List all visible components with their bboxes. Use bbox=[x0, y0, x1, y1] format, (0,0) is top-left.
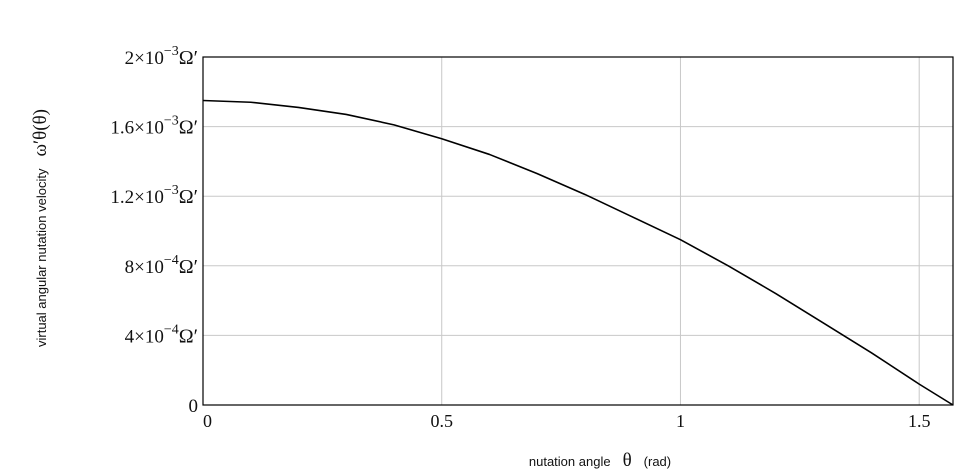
x-axis-title: nutation angle θ (rad) bbox=[529, 450, 671, 471]
y-axis-ticks: 04×10−4Ω′8×10−4Ω′1.2×10−3Ω′1.6×10−3Ω′2×1… bbox=[110, 44, 198, 417]
x-axis-label: nutation angle bbox=[529, 454, 611, 469]
x-tick-label: 1 bbox=[676, 411, 685, 431]
y-tick-coef: 2×10 bbox=[125, 48, 164, 69]
y-tick-unit: Ω′ bbox=[179, 186, 198, 208]
y-tick-coef: 8×10 bbox=[125, 257, 164, 278]
series-line bbox=[202, 99, 954, 406]
y-tick-coef: 4×10 bbox=[125, 326, 164, 347]
y-tick-exponent: −4 bbox=[164, 253, 179, 268]
y-tick-unit: Ω′ bbox=[179, 117, 198, 139]
y-tick-label: 1.6×10−3Ω′ bbox=[110, 114, 198, 139]
x-tick-label: 0 bbox=[203, 411, 212, 431]
y-tick-coef: 0 bbox=[189, 396, 199, 417]
y-tick-label: 0 bbox=[189, 396, 199, 417]
y-tick-coef: 1.6×10 bbox=[110, 118, 163, 139]
y-tick-exponent: −4 bbox=[164, 322, 179, 337]
y-tick-exponent: −3 bbox=[164, 44, 179, 59]
y-axis-title: virtual angular nutation velocity ω′θ(θ) bbox=[30, 109, 51, 347]
x-axis-ticks: 0 0.5 1 1.5 bbox=[203, 411, 930, 431]
y-tick-label: 2×10−3Ω′ bbox=[125, 44, 198, 69]
y-tick-label: 8×10−4Ω′ bbox=[125, 253, 198, 278]
y-tick-exponent: −3 bbox=[164, 183, 179, 198]
x-tick-label: 1.5 bbox=[908, 411, 931, 431]
y-axis-symbol: ω′θ(θ) bbox=[30, 109, 51, 157]
series-layer bbox=[202, 99, 954, 406]
y-tick-label: 4×10−4Ω′ bbox=[125, 322, 198, 347]
y-axis-label: virtual angular nutation velocity bbox=[34, 168, 49, 347]
y-tick-unit: Ω′ bbox=[179, 47, 198, 69]
grid bbox=[203, 57, 953, 405]
x-axis-unit: (rad) bbox=[644, 454, 671, 469]
y-tick-exponent: −3 bbox=[164, 114, 179, 129]
y-tick-coef: 1.2×10 bbox=[110, 187, 163, 208]
plot-frame bbox=[202, 56, 954, 406]
y-tick-unit: Ω′ bbox=[179, 256, 198, 278]
y-tick-unit: Ω′ bbox=[179, 325, 198, 347]
y-tick-label: 1.2×10−3Ω′ bbox=[110, 183, 198, 208]
x-tick-label: 0.5 bbox=[430, 411, 453, 431]
x-axis-symbol: θ bbox=[623, 450, 632, 471]
